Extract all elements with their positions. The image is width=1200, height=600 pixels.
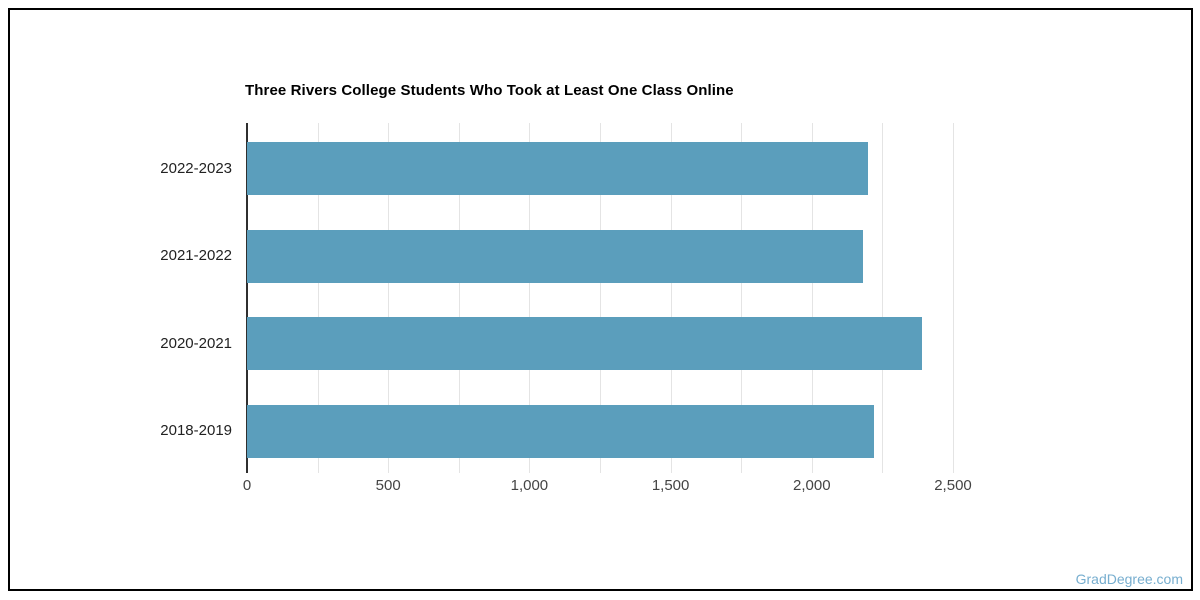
grid-line [670,123,672,473]
category-label: 2018-2019 [160,422,232,440]
bar-2021-2022 [247,229,863,283]
x-tick-label: 2,500 [934,477,972,494]
x-axis-tick-labels: 0 500 1,000 1,500 2,000 2,500 [0,477,1200,497]
grid-line [529,123,531,473]
x-tick-label: 1,500 [651,477,690,494]
y-axis-category-labels: 2022-2023 2021-2022 2020-2021 2018-2019 [0,123,232,473]
watermark-link[interactable]: GradDegree.com [1075,571,1183,587]
bar-2018-2019 [247,404,874,458]
bar-2022-2023 [247,142,869,196]
grid-line [882,123,884,473]
grid-line [388,123,390,473]
x-tick-label: 2,000 [793,477,831,494]
x-tick-label: 500 [375,477,401,494]
grid-line [317,123,319,473]
grid-line [741,123,743,473]
x-tick-label: 1,000 [510,477,549,494]
x-tick-label: 0 [242,477,252,494]
category-label: 2020-2021 [160,334,232,352]
grid-line [600,123,601,473]
category-label: 2021-2022 [160,247,232,265]
grid-line [811,123,813,473]
category-label: 2022-2023 [160,159,232,177]
grid-line [458,123,460,473]
y-axis-line [246,123,248,473]
grid-line [953,123,954,473]
bar-2020-2021 [247,317,922,371]
plot-area [246,123,962,473]
chart-title: Three Rivers College Students Who Took a… [245,82,734,99]
